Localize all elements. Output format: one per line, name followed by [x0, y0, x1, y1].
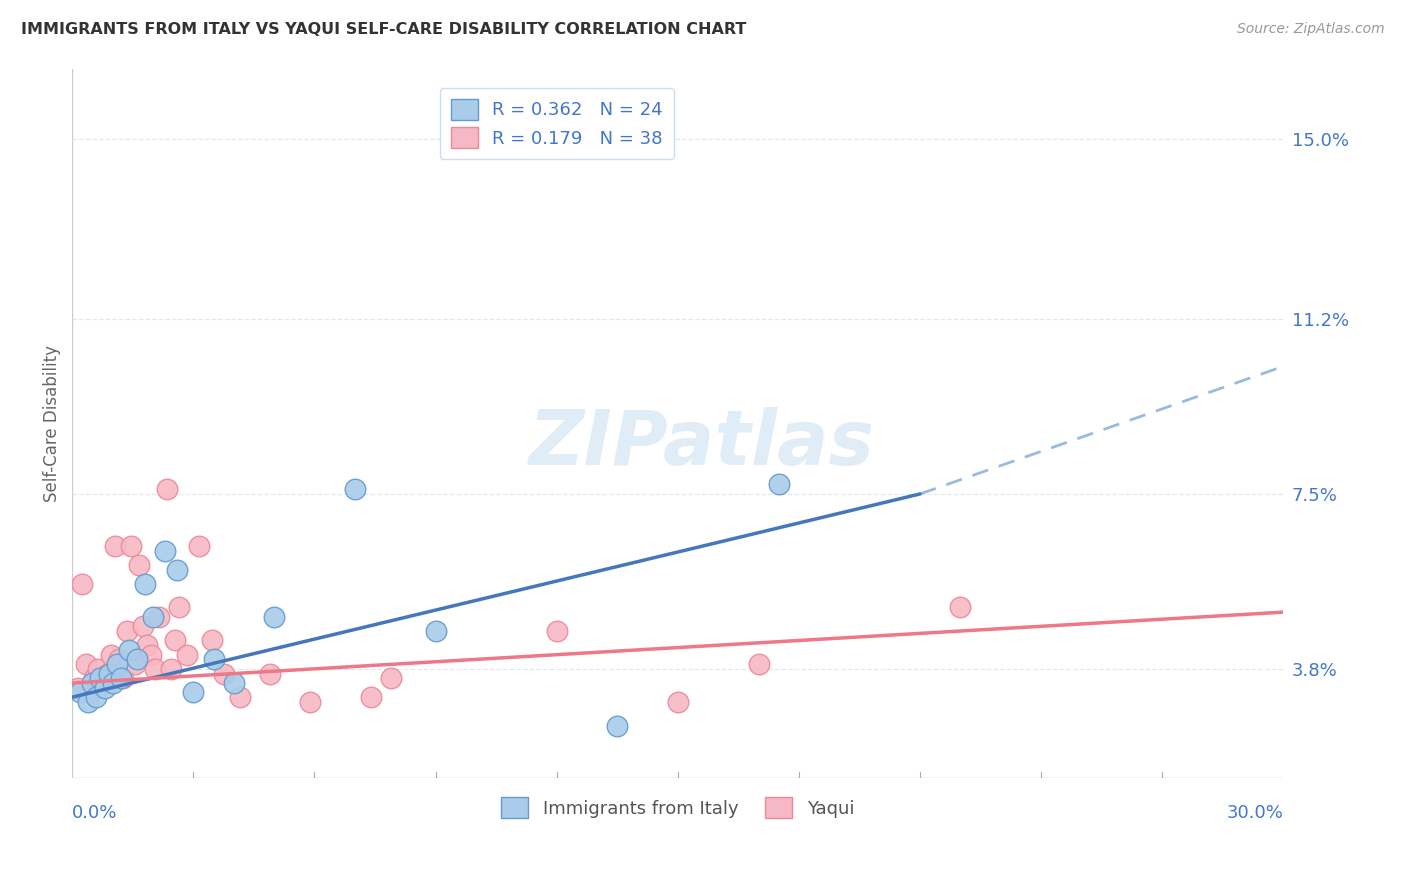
Point: [229, 690, 252, 705]
Point: [67, 681, 90, 695]
Point: [360, 690, 382, 705]
Point: [343, 482, 366, 496]
Text: Source: ZipAtlas.com: Source: ZipAtlas.com: [1237, 22, 1385, 37]
Point: [77, 695, 100, 709]
Point: [115, 624, 138, 638]
Point: [96, 666, 118, 681]
Point: [107, 652, 129, 666]
Point: [128, 558, 150, 572]
Point: [91, 676, 114, 690]
Point: [89, 671, 111, 685]
Point: [200, 633, 222, 648]
Text: ZIPatlas: ZIPatlas: [529, 408, 875, 482]
Point: [111, 671, 134, 685]
Point: [82, 676, 104, 690]
Point: [120, 539, 142, 553]
Point: [87, 662, 110, 676]
Point: [104, 539, 127, 553]
Point: [153, 543, 176, 558]
Point: [132, 619, 155, 633]
Point: [202, 652, 225, 666]
Point: [125, 652, 148, 666]
Point: [97, 666, 120, 681]
Point: [139, 648, 162, 662]
Point: [100, 648, 122, 662]
Point: [263, 610, 285, 624]
Point: [142, 610, 165, 624]
Point: [259, 666, 281, 681]
Point: [183, 685, 205, 699]
Point: [606, 718, 628, 732]
Text: IMMIGRANTS FROM ITALY VS YAQUI SELF-CARE DISABILITY CORRELATION CHART: IMMIGRANTS FROM ITALY VS YAQUI SELF-CARE…: [21, 22, 747, 37]
Point: [110, 671, 132, 685]
Point: [167, 600, 190, 615]
Point: [124, 657, 146, 672]
Point: [666, 695, 689, 709]
Point: [299, 695, 322, 709]
Point: [79, 685, 101, 699]
Point: [86, 690, 108, 705]
Point: [546, 624, 568, 638]
Text: 30.0%: 30.0%: [1226, 804, 1284, 822]
Point: [768, 477, 790, 491]
Point: [188, 539, 211, 553]
Point: [118, 643, 141, 657]
Point: [101, 676, 124, 690]
Y-axis label: Self-Care Disability: Self-Care Disability: [44, 344, 60, 501]
Point: [143, 662, 166, 676]
Point: [165, 633, 187, 648]
Point: [222, 676, 245, 690]
Point: [83, 671, 105, 685]
Point: [75, 657, 97, 672]
Point: [72, 576, 94, 591]
Point: [156, 482, 179, 496]
Point: [166, 563, 188, 577]
Point: [160, 662, 183, 676]
Point: [148, 610, 170, 624]
Point: [69, 685, 91, 699]
Point: [212, 666, 235, 681]
Point: [176, 648, 198, 662]
Point: [93, 681, 115, 695]
Point: [748, 657, 770, 672]
Text: 0.0%: 0.0%: [72, 804, 118, 822]
Point: [425, 624, 447, 638]
Point: [949, 600, 972, 615]
Point: [380, 671, 402, 685]
Legend: Immigrants from Italy, Yaqui: Immigrants from Italy, Yaqui: [494, 790, 862, 825]
Point: [135, 638, 157, 652]
Point: [134, 576, 156, 591]
Point: [105, 657, 128, 672]
